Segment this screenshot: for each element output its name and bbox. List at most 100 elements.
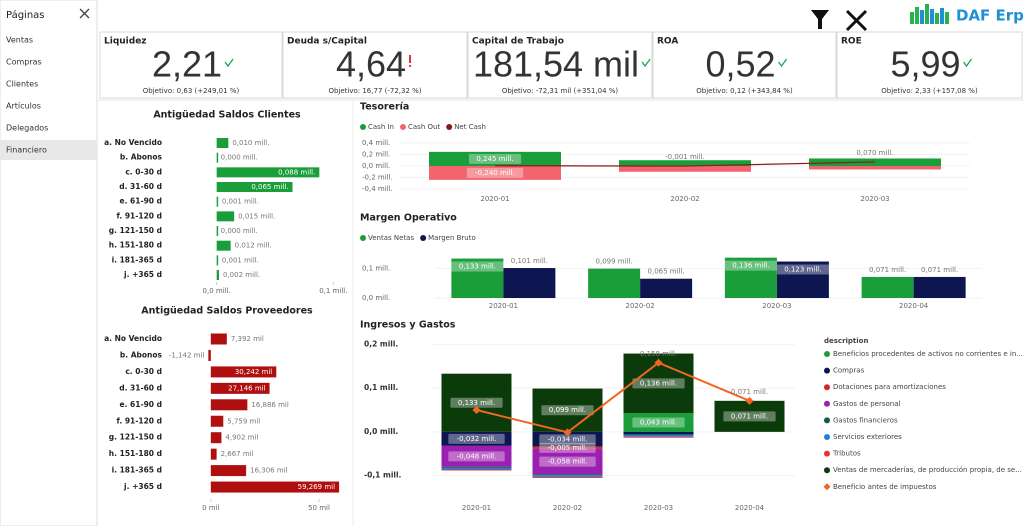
- kpi-card: [467, 31, 653, 99]
- label-box: [468, 153, 522, 164]
- y-tick-label: 0,1 mill.: [362, 264, 390, 272]
- label-box: [632, 378, 685, 389]
- legend-label: Margen Bruto: [428, 234, 476, 242]
- y-tick-label: 0,0 mill.: [364, 427, 398, 436]
- label-box: [776, 264, 829, 275]
- y-tick-label: -0,4 mill.: [362, 185, 393, 193]
- bar: [441, 445, 512, 467]
- kpi-card: [282, 31, 468, 99]
- category-label: b. Abonos: [120, 153, 163, 162]
- category-label: e. 61-90 d: [119, 197, 162, 206]
- kpi-target: Objetivo: 2,33 (+157,08 %): [881, 87, 978, 95]
- label-box: [632, 417, 685, 428]
- kpi-card: [99, 31, 283, 99]
- line: [476, 361, 750, 434]
- y-tick-label: -0,2 mill.: [362, 174, 393, 182]
- x-tick-label: 50 mil: [308, 504, 330, 512]
- kpi-title: Liquidez: [104, 37, 147, 47]
- clear-icon[interactable]: [845, 9, 868, 32]
- logo-icon: [910, 4, 949, 24]
- bar: [210, 415, 224, 427]
- y-tick-label: 0,2 mill.: [362, 150, 390, 158]
- x-tick-label: 2020-03: [644, 504, 673, 512]
- data-label: 0,070 mill.: [856, 149, 893, 157]
- bar: [532, 474, 603, 476]
- bar: [441, 373, 512, 432]
- category-label: j. +365 d: [123, 482, 162, 491]
- close-icon[interactable]: [79, 8, 90, 19]
- data-label: 0,101 mill.: [511, 257, 548, 265]
- legend-marker: [824, 351, 830, 357]
- kpi-title: ROA: [657, 37, 678, 47]
- chart-title: Margen Operativo: [360, 213, 457, 224]
- label-box: [450, 397, 503, 408]
- bar: [216, 138, 229, 148]
- legend-label: Beneficio antes de impuestos: [833, 483, 937, 491]
- kpi-value: 181,54 mil: [473, 44, 639, 85]
- data-label: 5,759 mil: [227, 417, 260, 425]
- bar: [441, 469, 512, 471]
- status-icon: [409, 55, 412, 63]
- nav-item[interactable]: Financiero: [6, 146, 47, 155]
- y-tick-label: 0,4 mill.: [362, 139, 390, 147]
- bar: [216, 226, 219, 237]
- nav-item[interactable]: Compras: [6, 58, 42, 67]
- nav-item[interactable]: Artículos: [6, 102, 41, 111]
- nav-item[interactable]: Clientes: [6, 80, 38, 89]
- data-label: 0,133 mill.: [458, 399, 495, 407]
- legend-label: Cash Out: [408, 123, 440, 131]
- data-label: 2,667 mil: [221, 450, 254, 458]
- status-icon: [778, 58, 788, 68]
- bar: [623, 434, 694, 436]
- legend-label: Dotaciones para amortizaciones: [833, 383, 946, 391]
- bar: [216, 182, 293, 193]
- category-label: e. 61-90 d: [119, 400, 162, 409]
- category-label: a. No Vencido: [104, 334, 162, 343]
- data-label: 0,123 mill.: [784, 266, 821, 274]
- category-label: h. 151-180 d: [109, 449, 162, 458]
- data-label: 0,071 mill.: [921, 266, 958, 274]
- legend-label: Ventas Netas: [368, 234, 414, 242]
- data-label: 0,010 mill.: [232, 139, 269, 147]
- y-tick-label: 0,2 mill.: [364, 339, 398, 348]
- bar: [210, 465, 247, 477]
- bar: [532, 476, 603, 478]
- legend-label: Servicios exteriores: [833, 433, 902, 441]
- nav-item[interactable]: Ventas: [6, 36, 33, 45]
- kpi-title: Capital de Trabajo: [472, 37, 564, 47]
- legend-label: Gastos financieros: [833, 416, 898, 424]
- category-label: i. 181-365 d: [112, 466, 162, 475]
- data-label: -0,058 mill.: [548, 458, 588, 466]
- bar: [532, 431, 603, 447]
- legend-label: Ventas de mercaderías, de producción pro…: [833, 466, 1022, 474]
- x-tick-label: 0,0 mill.: [203, 287, 231, 295]
- bar: [532, 448, 603, 475]
- filter-icon[interactable]: [811, 10, 829, 29]
- status-icon: [409, 65, 412, 67]
- legend-marker: [446, 124, 453, 130]
- bar: [210, 333, 227, 345]
- x-tick-label: 2020-02: [553, 504, 582, 512]
- legend-title: description: [824, 337, 868, 345]
- data-label: 0,136 mill.: [640, 379, 677, 387]
- data-label: 0,015 mill.: [238, 212, 275, 220]
- legend-marker: [824, 467, 830, 474]
- label-box: [466, 167, 524, 178]
- legend-marker: [824, 367, 830, 374]
- category-label: j. +365 d: [123, 270, 162, 279]
- bar: [216, 211, 235, 222]
- x-tick-label: 0 mil: [202, 504, 219, 512]
- bar: [216, 167, 320, 178]
- category-label: f. 91-120 d: [117, 211, 163, 220]
- legend-marker: [360, 235, 366, 241]
- nav-item[interactable]: Delegados: [6, 124, 48, 133]
- chart-title: Antigüedad Saldos Clientes: [153, 110, 301, 121]
- x-tick-label: 2020-01: [462, 504, 491, 512]
- category-label: d. 31-60 d: [119, 383, 162, 392]
- category-label: a. No Vencido: [104, 138, 162, 147]
- data-label: 0,245 mill.: [476, 155, 513, 163]
- data-label: 0,099 mill.: [549, 406, 586, 414]
- bar: [623, 413, 694, 432]
- data-label: 0,002 mill.: [223, 271, 260, 279]
- data-label: 0,000 mill.: [221, 154, 258, 162]
